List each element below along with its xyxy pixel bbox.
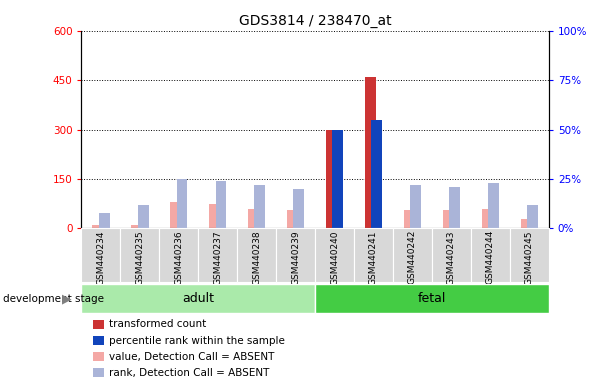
Bar bbox=[488, 183, 499, 228]
Bar bbox=[527, 205, 538, 228]
Text: GSM440236: GSM440236 bbox=[174, 230, 183, 285]
Text: ▶: ▶ bbox=[62, 292, 71, 305]
Text: GSM440238: GSM440238 bbox=[252, 230, 261, 285]
Text: adult: adult bbox=[182, 292, 214, 305]
Bar bbox=[81, 228, 121, 282]
Text: GSM440235: GSM440235 bbox=[135, 230, 144, 285]
Bar bbox=[254, 185, 265, 228]
Bar bbox=[371, 120, 382, 228]
Title: GDS3814 / 238470_at: GDS3814 / 238470_at bbox=[239, 14, 391, 28]
Bar bbox=[121, 228, 159, 282]
Text: GSM440241: GSM440241 bbox=[369, 230, 378, 285]
Text: GSM440243: GSM440243 bbox=[447, 230, 456, 285]
Text: GSM440244: GSM440244 bbox=[486, 230, 495, 285]
Text: GSM440237: GSM440237 bbox=[213, 230, 223, 285]
Bar bbox=[276, 228, 315, 282]
Bar bbox=[326, 129, 336, 228]
Bar bbox=[237, 228, 276, 282]
Text: GSM440234: GSM440234 bbox=[96, 230, 106, 285]
Bar bbox=[315, 228, 354, 282]
Bar bbox=[131, 225, 142, 228]
Bar bbox=[81, 284, 315, 313]
Bar bbox=[248, 209, 259, 228]
Bar bbox=[482, 209, 493, 228]
Bar bbox=[159, 228, 198, 282]
Bar bbox=[287, 210, 298, 228]
Bar bbox=[170, 202, 181, 228]
Bar bbox=[315, 284, 549, 313]
Bar bbox=[432, 228, 471, 282]
Bar bbox=[449, 187, 460, 228]
Bar bbox=[510, 228, 549, 282]
Bar bbox=[294, 189, 305, 228]
Text: GSM440239: GSM440239 bbox=[291, 230, 300, 285]
Bar bbox=[403, 210, 415, 228]
Bar bbox=[177, 179, 188, 228]
Bar bbox=[354, 228, 393, 282]
Bar bbox=[410, 185, 421, 228]
Text: GSM440240: GSM440240 bbox=[330, 230, 339, 285]
Bar bbox=[99, 213, 110, 228]
Text: percentile rank within the sample: percentile rank within the sample bbox=[109, 336, 285, 346]
Bar bbox=[471, 228, 510, 282]
Text: GSM440242: GSM440242 bbox=[408, 230, 417, 285]
Bar bbox=[198, 228, 237, 282]
Bar bbox=[393, 228, 432, 282]
Bar bbox=[365, 77, 376, 228]
Bar bbox=[92, 225, 103, 228]
Bar bbox=[137, 205, 148, 228]
Text: value, Detection Call = ABSENT: value, Detection Call = ABSENT bbox=[109, 352, 274, 362]
Bar bbox=[332, 129, 343, 228]
Bar bbox=[209, 204, 220, 228]
Text: fetal: fetal bbox=[418, 292, 446, 305]
Bar bbox=[215, 181, 227, 228]
Bar bbox=[520, 218, 531, 228]
Text: transformed count: transformed count bbox=[109, 319, 206, 329]
Text: GSM440245: GSM440245 bbox=[525, 230, 534, 285]
Bar bbox=[443, 210, 453, 228]
Text: development stage: development stage bbox=[3, 294, 104, 304]
Text: rank, Detection Call = ABSENT: rank, Detection Call = ABSENT bbox=[109, 368, 269, 378]
